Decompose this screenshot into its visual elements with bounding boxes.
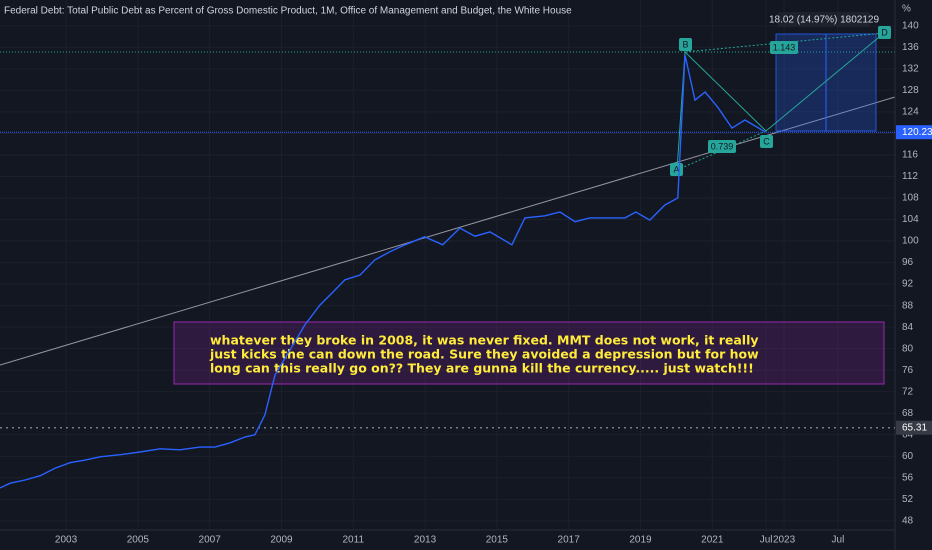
measure-tag [778, 12, 870, 27]
note-line: long can this really go on?? They are gu… [210, 361, 754, 376]
x-tick-label: 2003 [55, 535, 78, 546]
x-tick-label: 2005 [127, 535, 150, 546]
y-tick-label: 64 [902, 429, 914, 440]
x-tick-label: 2023 [773, 535, 796, 546]
chart-title: Federal Debt: Total Public Debt as Perce… [4, 6, 572, 17]
pattern-label: B [682, 39, 688, 49]
x-tick-label: 2015 [486, 535, 509, 546]
y-tick-label: 52 [902, 494, 914, 505]
x-tick-label: 2007 [199, 535, 222, 546]
pattern-tag [760, 135, 773, 148]
y-tick-label: 132 [902, 64, 919, 75]
ratio-label: 1.143 [773, 42, 796, 52]
price-tag [896, 420, 932, 435]
y-tick-label: 124 [902, 107, 919, 118]
y-tick-label: 68 [902, 408, 914, 419]
x-tick-label: 2019 [629, 535, 652, 546]
y-tick-label: 140 [902, 20, 919, 31]
y-tick-label: 128 [902, 85, 919, 96]
x-tick-label: 2013 [414, 535, 437, 546]
x-tick-label: Jul [760, 535, 773, 546]
note-box [173, 321, 885, 385]
y-tick-label: 112 [902, 171, 918, 182]
x-tick-label: 2009 [270, 535, 293, 546]
ratio-tag [708, 140, 736, 153]
y-tick-label: 116 [902, 150, 918, 161]
y-tick-label: 76 [902, 365, 914, 376]
pattern-dash [684, 32, 885, 53]
y-tick-label: 48 [902, 515, 914, 526]
y-tick-label: 108 [902, 193, 919, 204]
pattern-tag [878, 26, 891, 39]
y-tick-label: 104 [902, 214, 919, 225]
y-tick-label: 92 [902, 279, 914, 290]
x-tick-label: 2017 [558, 535, 581, 546]
price-label: 65.31 [902, 422, 927, 433]
pattern-label: A [673, 164, 679, 174]
y-unit: % [902, 4, 911, 15]
x-tick-label: 2011 [343, 535, 365, 546]
note-line: just kicks the can down the road. Sure t… [209, 347, 759, 362]
y-tick-label: 136 [902, 42, 919, 53]
note-line: whatever they broke in 2008, it was neve… [210, 333, 759, 348]
pattern-label: D [881, 27, 888, 37]
y-tick-label: 96 [902, 257, 914, 268]
price-tag [896, 125, 932, 140]
pattern-line [676, 32, 885, 171]
y-tick-label: 60 [902, 451, 914, 462]
ratio-tag [770, 41, 798, 54]
pattern-tag [679, 38, 692, 51]
pattern-label: C [763, 136, 770, 146]
y-tick-label: 100 [902, 236, 919, 247]
y-tick-label: 72 [902, 386, 914, 397]
y-tick-label: 88 [902, 300, 914, 311]
data-line [0, 54, 766, 489]
x-tick-label: 2021 [701, 535, 724, 546]
measure-label: 18.02 (14.97%) 1802129 [769, 15, 880, 26]
trend-line [0, 96, 896, 366]
x-tick-label: Jul [832, 535, 845, 546]
y-tick-label: 80 [902, 343, 914, 354]
y-tick-label: 56 [902, 472, 914, 483]
ratio-label: 0.739 [711, 141, 734, 151]
price-label: 120.23 [902, 127, 932, 138]
y-tick-label: 84 [902, 322, 914, 333]
